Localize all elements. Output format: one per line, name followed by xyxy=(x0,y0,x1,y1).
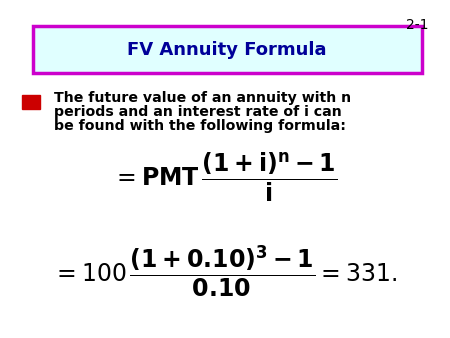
FancyBboxPatch shape xyxy=(33,26,422,73)
Bar xyxy=(22,95,40,109)
Text: The future value of an annuity with n: The future value of an annuity with n xyxy=(54,91,351,105)
Text: FV Annuity Formula: FV Annuity Formula xyxy=(127,41,327,58)
Text: be found with the following formula:: be found with the following formula: xyxy=(54,119,346,132)
Text: $=100\,\dfrac{\mathbf{(1+0.10)^{3}-1}}{\mathbf{0.10}}=331.$: $=100\,\dfrac{\mathbf{(1+0.10)^{3}-1}}{\… xyxy=(53,243,397,299)
Text: periods and an interest rate of i can: periods and an interest rate of i can xyxy=(54,105,342,119)
Text: 2-1: 2-1 xyxy=(405,18,428,32)
Text: $=\mathbf{PMT}\,\dfrac{\mathbf{(1+i)^{n}-1}}{\mathbf{i}}$: $=\mathbf{PMT}\,\dfrac{\mathbf{(1+i)^{n}… xyxy=(112,150,338,204)
